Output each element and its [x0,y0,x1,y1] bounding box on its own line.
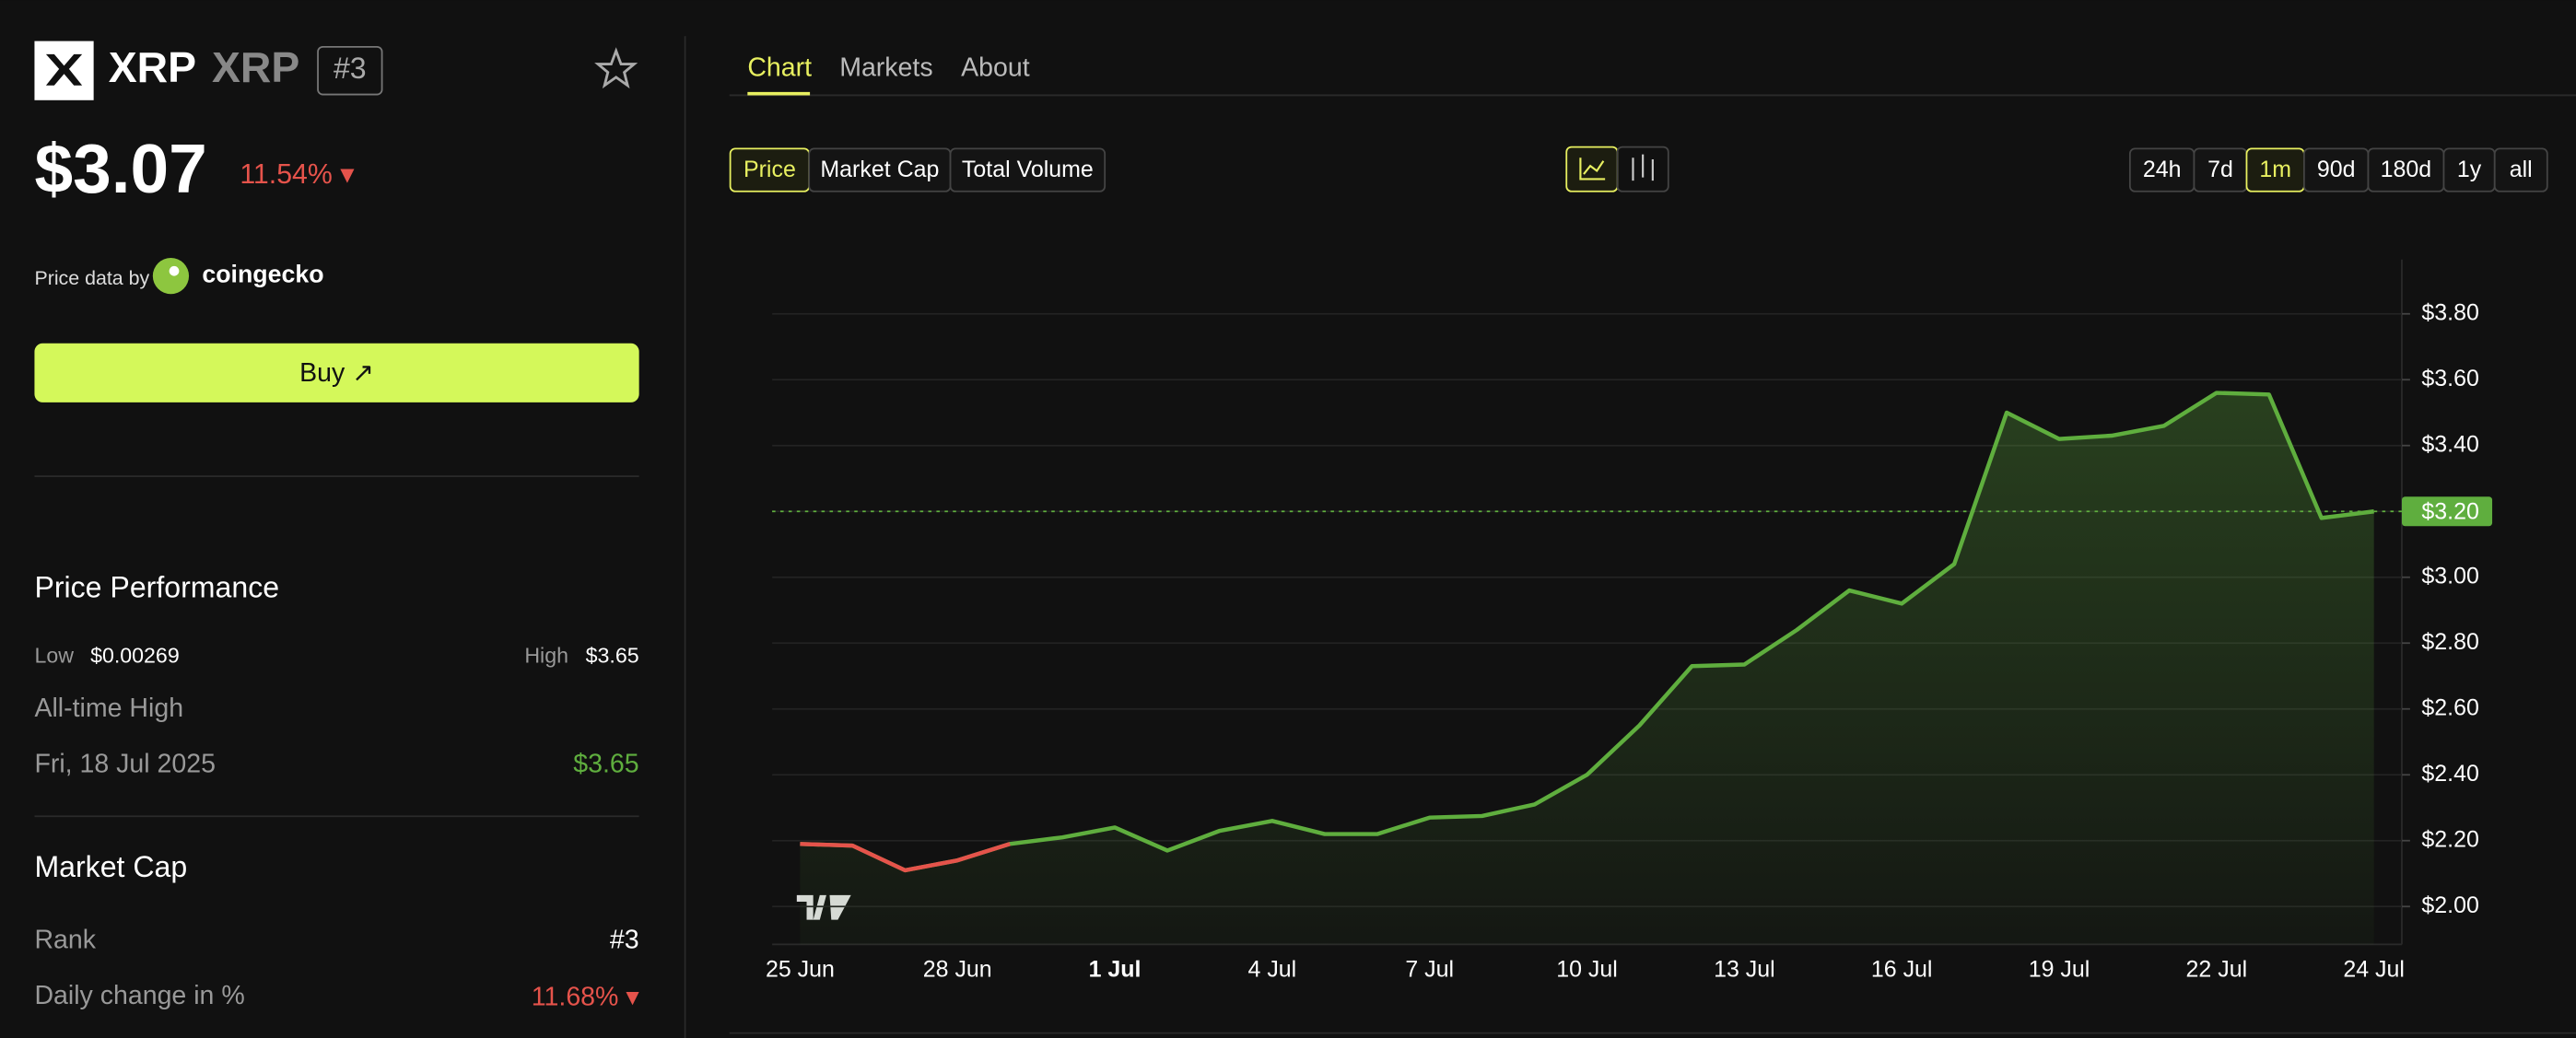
ath-value: $3.65 [573,750,638,779]
coin-name: XRP [212,43,299,91]
button-label[interactable]: Price [744,157,796,182]
high-value: $3.65 [586,643,639,667]
buy-button[interactable] [34,343,639,402]
rank-value: #3 [610,925,639,954]
y-tick-label: $2.20 [2421,826,2478,852]
candle-toggle[interactable] [1616,146,1669,192]
low-value: $0.00269 [90,643,180,667]
low-label: Low [34,643,74,667]
x-tick-label: 24 Jul [2343,956,2405,982]
symbol: XRP [109,43,196,91]
favorite[interactable] [594,47,638,89]
y-tick-label: $3.60 [2421,366,2478,391]
x-tick-label: 16 Jul [1871,956,1933,982]
high-label: High [524,643,568,667]
price-line [800,391,2374,873]
provider-logo-eye [169,265,180,276]
price-data-by: Price data by [34,267,149,289]
section-title: Market Cap [34,850,187,883]
line-icon [1579,157,1606,181]
x-tick-label: 1 Jul [1089,956,1142,982]
button[interactable] [949,147,1107,192]
logo-mark [45,53,83,86]
y-tick-label: $2.80 [2421,629,2478,655]
provider-logo [152,257,190,295]
price: $3.07 [34,130,206,207]
tab[interactable]: Chart [747,52,812,82]
button-label[interactable]: Market Cap [820,157,939,182]
button-label[interactable]: 1m [2259,157,2291,182]
y-tick-label: $2.00 [2421,892,2478,918]
y-tick-label: $3.80 [2421,299,2478,325]
button-label[interactable]: 24h [2143,157,2182,182]
button-label[interactable]: Total Volume [962,157,1094,182]
y-tick-label: $3.40 [2421,431,2478,457]
ath-label: All-time High [34,694,183,723]
section-title: Price Performance [34,571,279,604]
price-line-down [800,842,1011,873]
y-tick-label: $3.00 [2421,563,2478,589]
price-change: 11.54% ▾ [240,159,354,190]
ath-date: Fri, 18 Jul 2025 [34,750,216,779]
x-tick-label: 22 Jul [2186,956,2248,982]
button-label[interactable]: all [2510,157,2533,182]
x-tick-label: 10 Jul [1556,956,1618,982]
button-label[interactable]: 180d [2381,157,2432,182]
tab[interactable]: Markets [839,52,932,82]
buy-label[interactable]: Buy ↗ [299,358,374,388]
x-tick-label: 7 Jul [1405,956,1454,982]
daily-label: Daily change in % [34,981,244,1010]
x-tick-label: 19 Jul [2029,956,2090,982]
rank-badge-text: #3 [334,52,367,85]
x-tick-label: 4 Jul [1248,956,1297,982]
rank-label: Rank [34,925,96,954]
button-label[interactable]: 1y [2457,157,2482,182]
x-tick-label: 28 Jun [923,956,992,982]
x-tick-label: 13 Jul [1714,956,1775,982]
tab[interactable]: About [961,52,1030,82]
last-price-label: $3.20 [2421,499,2478,525]
x-tick-label: 25 Jun [766,956,835,982]
line-chart-toggle[interactable] [1565,146,1619,192]
last-price-badge [2401,496,2493,527]
provider: coingecko [202,261,323,288]
button-label[interactable]: 90d [2317,157,2356,182]
rank-badge [317,45,383,96]
y-tick-label: $2.40 [2421,761,2478,787]
candle-icon [1632,154,1654,181]
area [800,392,2374,945]
daily-value: 11.68% ▾ [532,983,640,1012]
button[interactable] [2493,147,2548,192]
button-label[interactable]: 7d [2207,157,2233,182]
y-tick-label: $2.60 [2421,694,2478,720]
